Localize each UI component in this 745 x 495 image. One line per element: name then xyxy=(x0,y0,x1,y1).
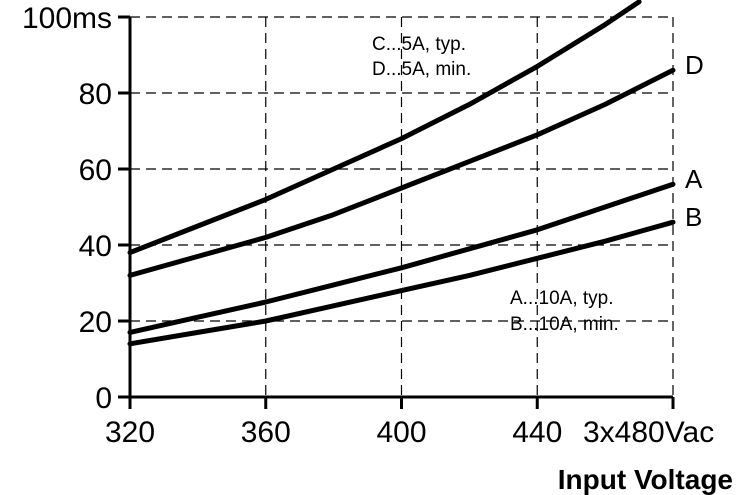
legend-bottom-line-1: A...10A, typ. xyxy=(510,288,614,309)
y-tick-label: 40 xyxy=(79,230,112,263)
x-tick-label: 360 xyxy=(241,416,291,449)
x-tick-label: 440 xyxy=(512,416,562,449)
legend-top-line-1: C...5A, typ. xyxy=(372,34,466,55)
series-label-D: D xyxy=(685,50,704,80)
x-tick-label: 320 xyxy=(105,416,155,449)
legend-bottom-line-2: B...10A, min. xyxy=(510,314,619,335)
labels: 320 360 400 440 3x480Vac 0 20 40 60 80 100ms D AB xyxy=(22,2,714,449)
series-line-A xyxy=(127,181,676,335)
series-line-D xyxy=(127,67,676,278)
series-label-A: A xyxy=(685,164,703,194)
x-axis-title: Input Voltage xyxy=(558,464,733,495)
series xyxy=(127,0,676,347)
series-label-B: B xyxy=(685,202,702,232)
y-tick-label: 60 xyxy=(79,154,112,187)
y-tick-label: 80 xyxy=(79,78,112,111)
x-tick-label: 3x480Vac xyxy=(583,416,714,449)
y-tick-label: 100ms xyxy=(22,2,112,35)
y-tick-label: 0 xyxy=(95,382,112,415)
series-line-B xyxy=(127,219,676,347)
series-line-C xyxy=(127,0,642,256)
y-tick-label: 20 xyxy=(79,306,112,339)
x-tick-label: 400 xyxy=(376,416,426,449)
legend-top-line-2: D...5A, min. xyxy=(372,59,471,80)
